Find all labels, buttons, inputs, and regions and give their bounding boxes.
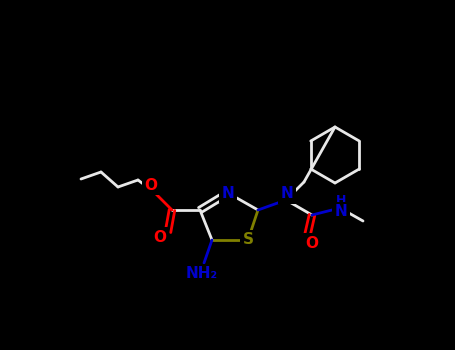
- Text: N: N: [334, 204, 347, 219]
- Text: O: O: [153, 230, 167, 245]
- Text: H: H: [336, 195, 346, 208]
- Text: N: N: [281, 187, 293, 202]
- Text: NH₂: NH₂: [186, 266, 218, 281]
- Text: S: S: [243, 232, 253, 247]
- Text: O: O: [305, 236, 318, 251]
- Text: O: O: [145, 177, 157, 192]
- Text: N: N: [222, 186, 234, 201]
